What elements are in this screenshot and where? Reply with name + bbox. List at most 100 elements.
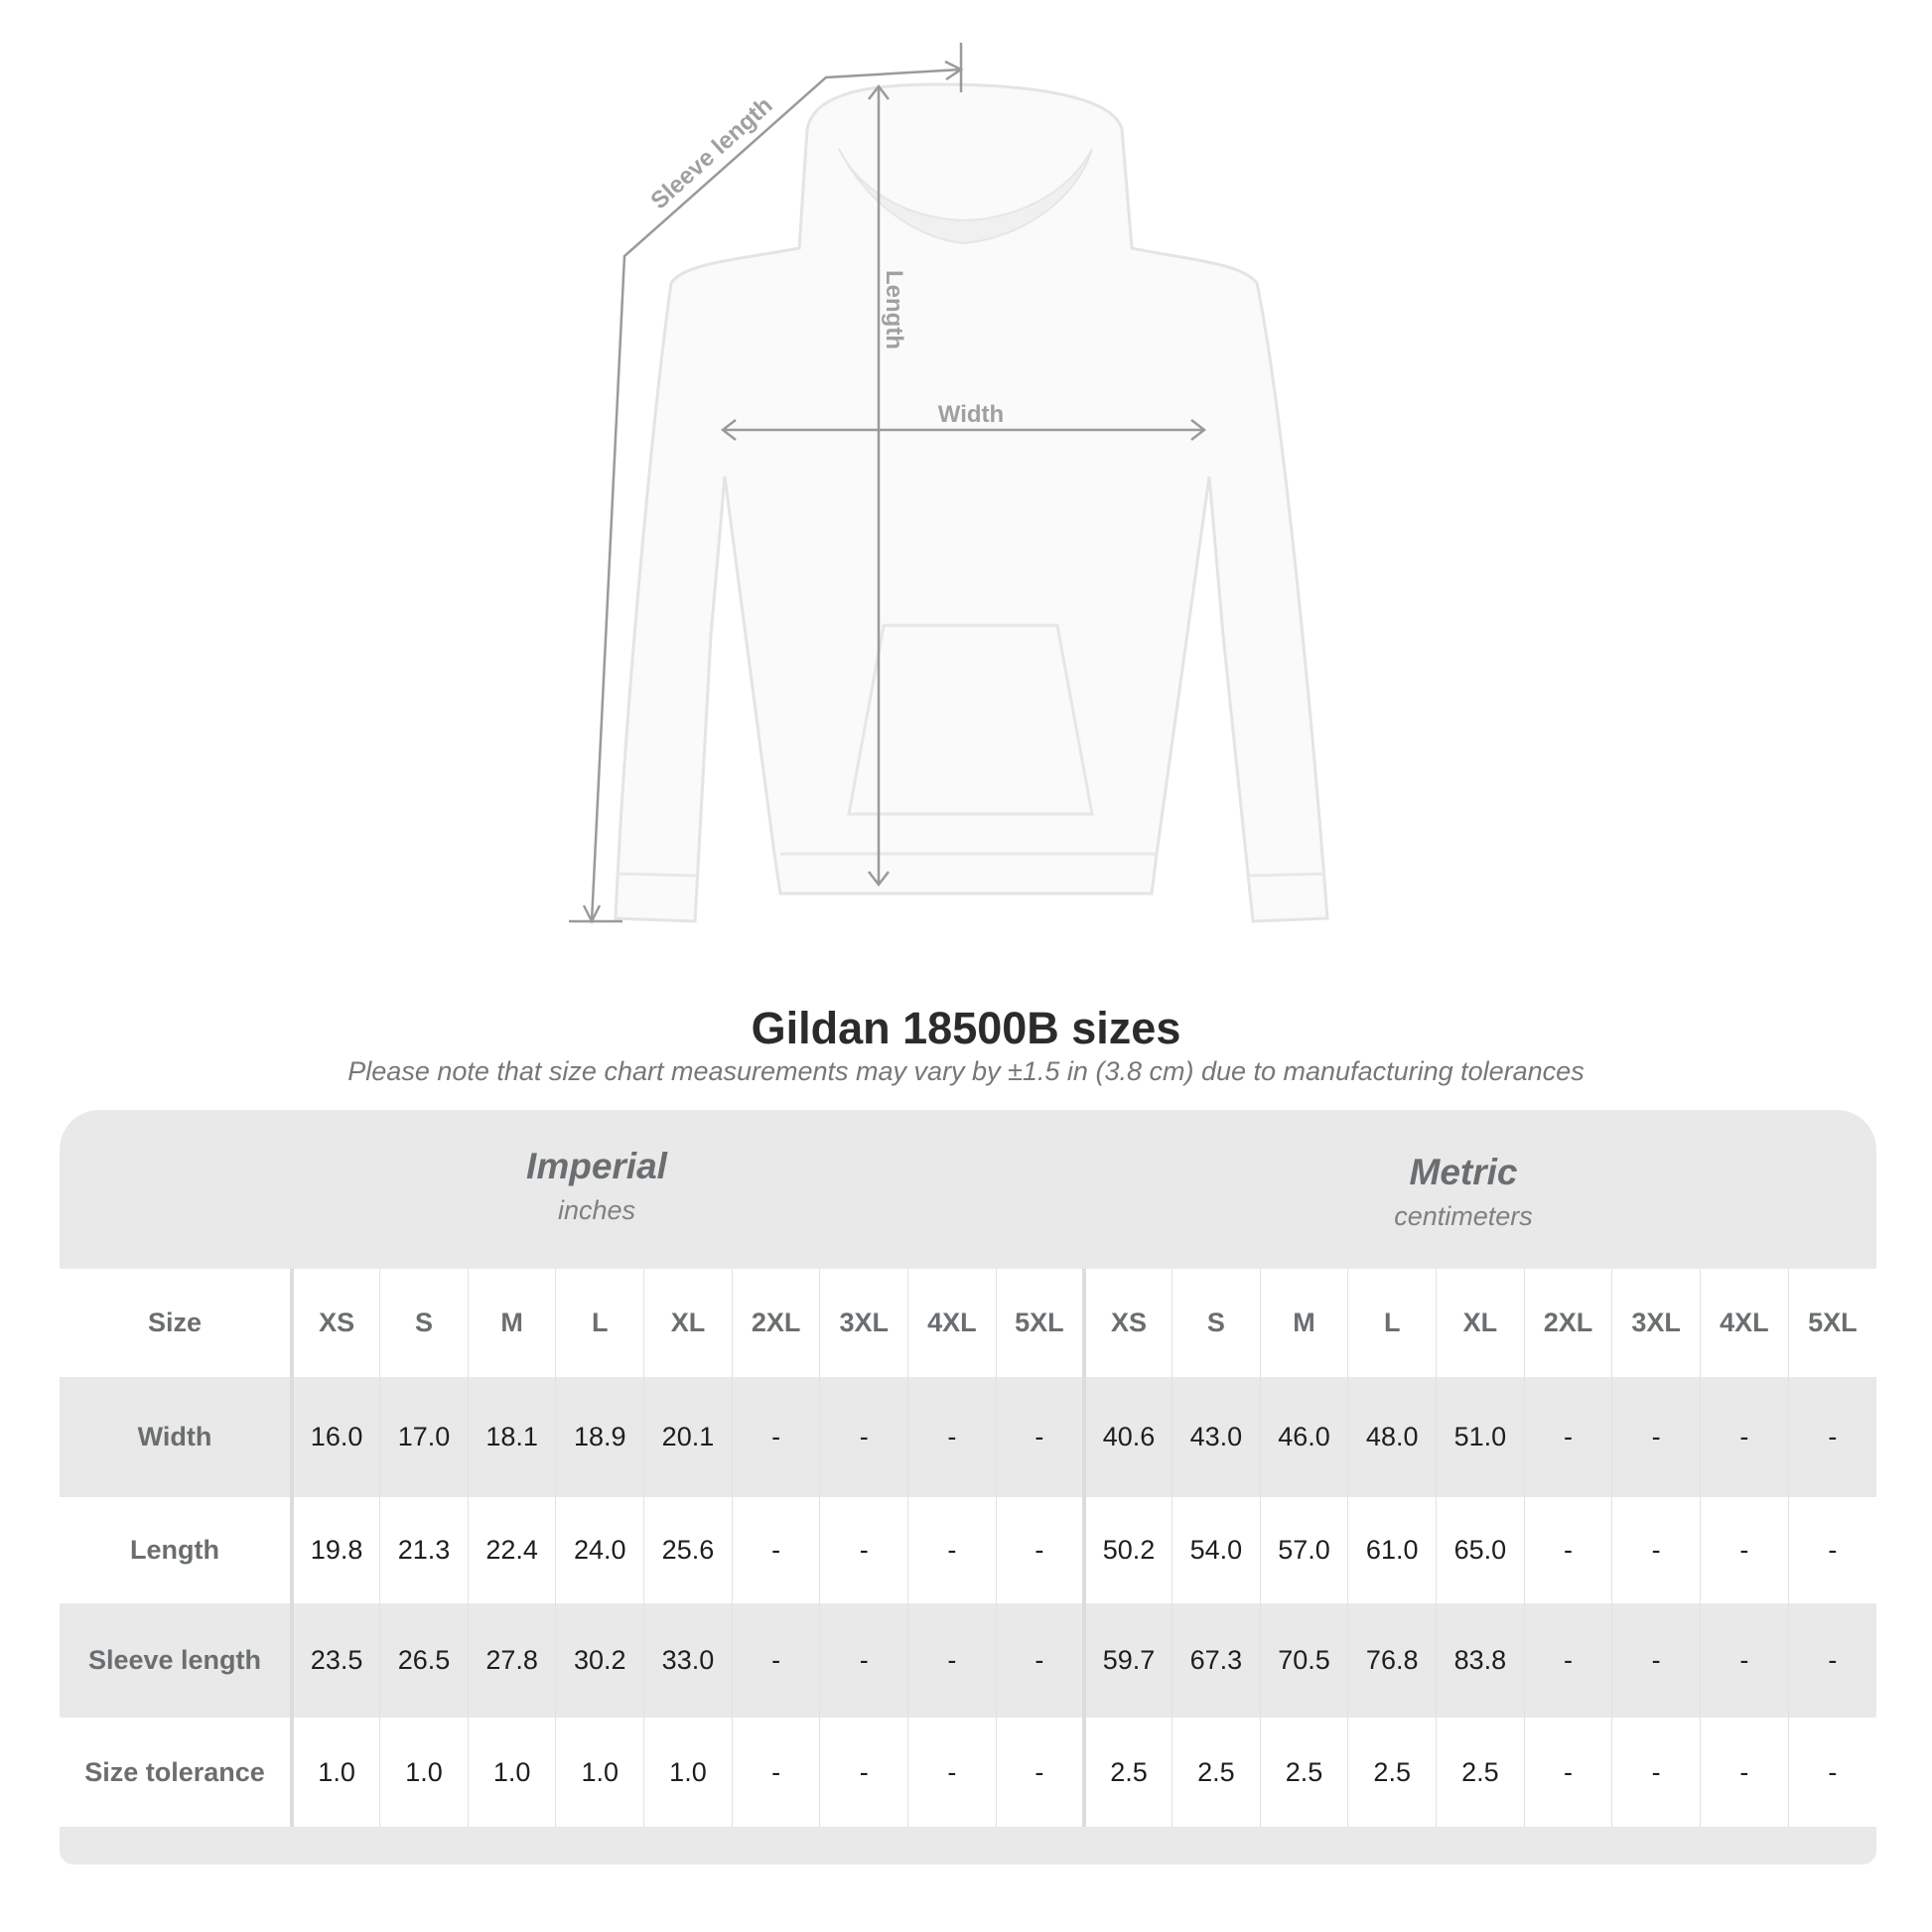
size-header-5xl: 5XL [995,1269,1084,1377]
imperial-cell: 18.1 [467,1377,556,1497]
sleeve-length-line [569,43,964,924]
size-header-row: Size XS S M L XL 2XL 3XL 4XL 5XL XS S M L XL 2XL 3XL 4XL 5… [60,1269,1876,1377]
size-header-4xl: 4XL [1700,1269,1789,1377]
size-chart: Imperial inches Metric centimeters Size X… [60,1110,1876,1864]
imperial-cell: 18.9 [555,1377,644,1497]
size-header-2xl: 2XL [1523,1269,1612,1377]
size-header-m: M [467,1269,556,1377]
metric-cell: 43.0 [1172,1377,1261,1497]
imperial-cell: 20.1 [643,1377,733,1497]
imperial-cell: 1.0 [467,1718,556,1827]
sleeve-length-label: Sleeve length [645,92,777,215]
imperial-cell: 27.8 [467,1603,556,1718]
size-header-xl: XL [643,1269,733,1377]
table-row: Length 19.8 21.3 22.4 24.0 25.6- - - -50.2 54.0 57… [60,1497,1876,1603]
imperial-cell: - [995,1603,1084,1718]
width-line [720,419,1207,441]
imperial-cell: 33.0 [643,1603,733,1718]
metric-cell: 2.5 [1436,1718,1525,1827]
metric-header: Metric centimeters [1166,1152,1761,1232]
metric-cell: - [1611,1603,1701,1718]
metric-cell: 40.6 [1081,1377,1173,1497]
measurement-lines [569,43,1207,924]
metric-cell: 46.0 [1259,1377,1348,1497]
metric-cell: - [1787,1377,1876,1497]
metric-cell: 65.0 [1436,1497,1525,1603]
row-label: Sleeve length [60,1603,294,1718]
metric-cell: 54.0 [1172,1497,1261,1603]
size-header-3xl: 3XL [819,1269,908,1377]
size-header-5xl: 5XL [1787,1269,1876,1377]
metric-cell: 61.0 [1347,1497,1437,1603]
size-header-3xl: 3XL [1611,1269,1701,1377]
size-header-l: L [555,1269,644,1377]
metric-cell: 2.5 [1259,1718,1348,1827]
metric-cell: - [1787,1497,1876,1603]
imperial-cell: - [819,1497,908,1603]
imperial-cell: - [731,1718,820,1827]
size-header-s: S [1172,1269,1261,1377]
imperial-cell: - [819,1377,908,1497]
imperial-cell: 22.4 [467,1497,556,1603]
imperial-cell: 24.0 [555,1497,644,1603]
size-header-m: M [1259,1269,1348,1377]
row-label: Length [60,1497,294,1603]
metric-cell: - [1611,1377,1701,1497]
size-header-l: L [1347,1269,1437,1377]
imperial-cell: 26.5 [379,1603,469,1718]
imperial-cell: - [907,1497,997,1603]
imperial-cell: 17.0 [379,1377,469,1497]
length-label: Length [881,270,907,349]
size-table: Size XS S M L XL 2XL 3XL 4XL 5XL XS S M L XL 2XL 3XL 4XL 5… [60,1269,1876,1827]
metric-cell: - [1523,1603,1612,1718]
size-header-xs: XS [1081,1269,1173,1377]
metric-cell: 57.0 [1259,1497,1348,1603]
metric-unit: centimeters [1394,1201,1533,1231]
imperial-cell: 1.0 [643,1718,733,1827]
imperial-cell: - [907,1377,997,1497]
imperial-cell: 25.6 [643,1497,733,1603]
imperial-header: Imperial inches [299,1146,895,1226]
metric-cell: 59.7 [1081,1603,1173,1718]
size-header-xs: XS [291,1269,380,1377]
imperial-cell: - [819,1603,908,1718]
table-row: Sleeve length 23.5 26.5 27.8 30.2 33.0- - - -59.… [60,1603,1876,1718]
imperial-cell: - [731,1377,820,1497]
metric-cell: - [1523,1497,1612,1603]
metric-cell: - [1700,1603,1789,1718]
metric-cell: - [1787,1603,1876,1718]
metric-cell: - [1787,1718,1876,1827]
metric-cell: 70.5 [1259,1603,1348,1718]
metric-cell: - [1611,1497,1701,1603]
imperial-cell: - [995,1718,1084,1827]
metric-cell: 50.2 [1081,1497,1173,1603]
imperial-cell: - [995,1377,1084,1497]
metric-cell: - [1700,1377,1789,1497]
size-header-xl: XL [1436,1269,1525,1377]
table-row: Size tolerance 1.0 1.0 1.0 1.0 1.0- - - -2.5 2.5 2… [60,1718,1876,1827]
imperial-cell: 1.0 [555,1718,644,1827]
tolerance-note: Please note that size chart measurements… [347,1056,1585,1086]
imperial-cell: - [819,1718,908,1827]
imperial-unit: inches [557,1195,636,1225]
imperial-cell: 19.8 [291,1497,380,1603]
imperial-cell: - [731,1497,820,1603]
metric-cell: 2.5 [1081,1718,1173,1827]
metric-cell: 48.0 [1347,1377,1437,1497]
length-line [868,83,890,888]
size-header-2xl: 2XL [731,1269,820,1377]
metric-title: Metric [1409,1152,1518,1192]
metric-cell: - [1700,1497,1789,1603]
imperial-cell: - [995,1497,1084,1603]
imperial-cell: 16.0 [291,1377,380,1497]
hoodie-illustration [614,82,1329,923]
metric-cell: 83.8 [1436,1603,1525,1718]
imperial-cell: - [731,1603,820,1718]
metric-cell: 2.5 [1347,1718,1437,1827]
width-label: Width [938,401,1004,428]
imperial-cell: 23.5 [291,1603,380,1718]
metric-cell: - [1700,1718,1789,1827]
imperial-title: Imperial [526,1146,667,1186]
size-label: Size [60,1269,294,1377]
imperial-cell: - [907,1718,997,1827]
